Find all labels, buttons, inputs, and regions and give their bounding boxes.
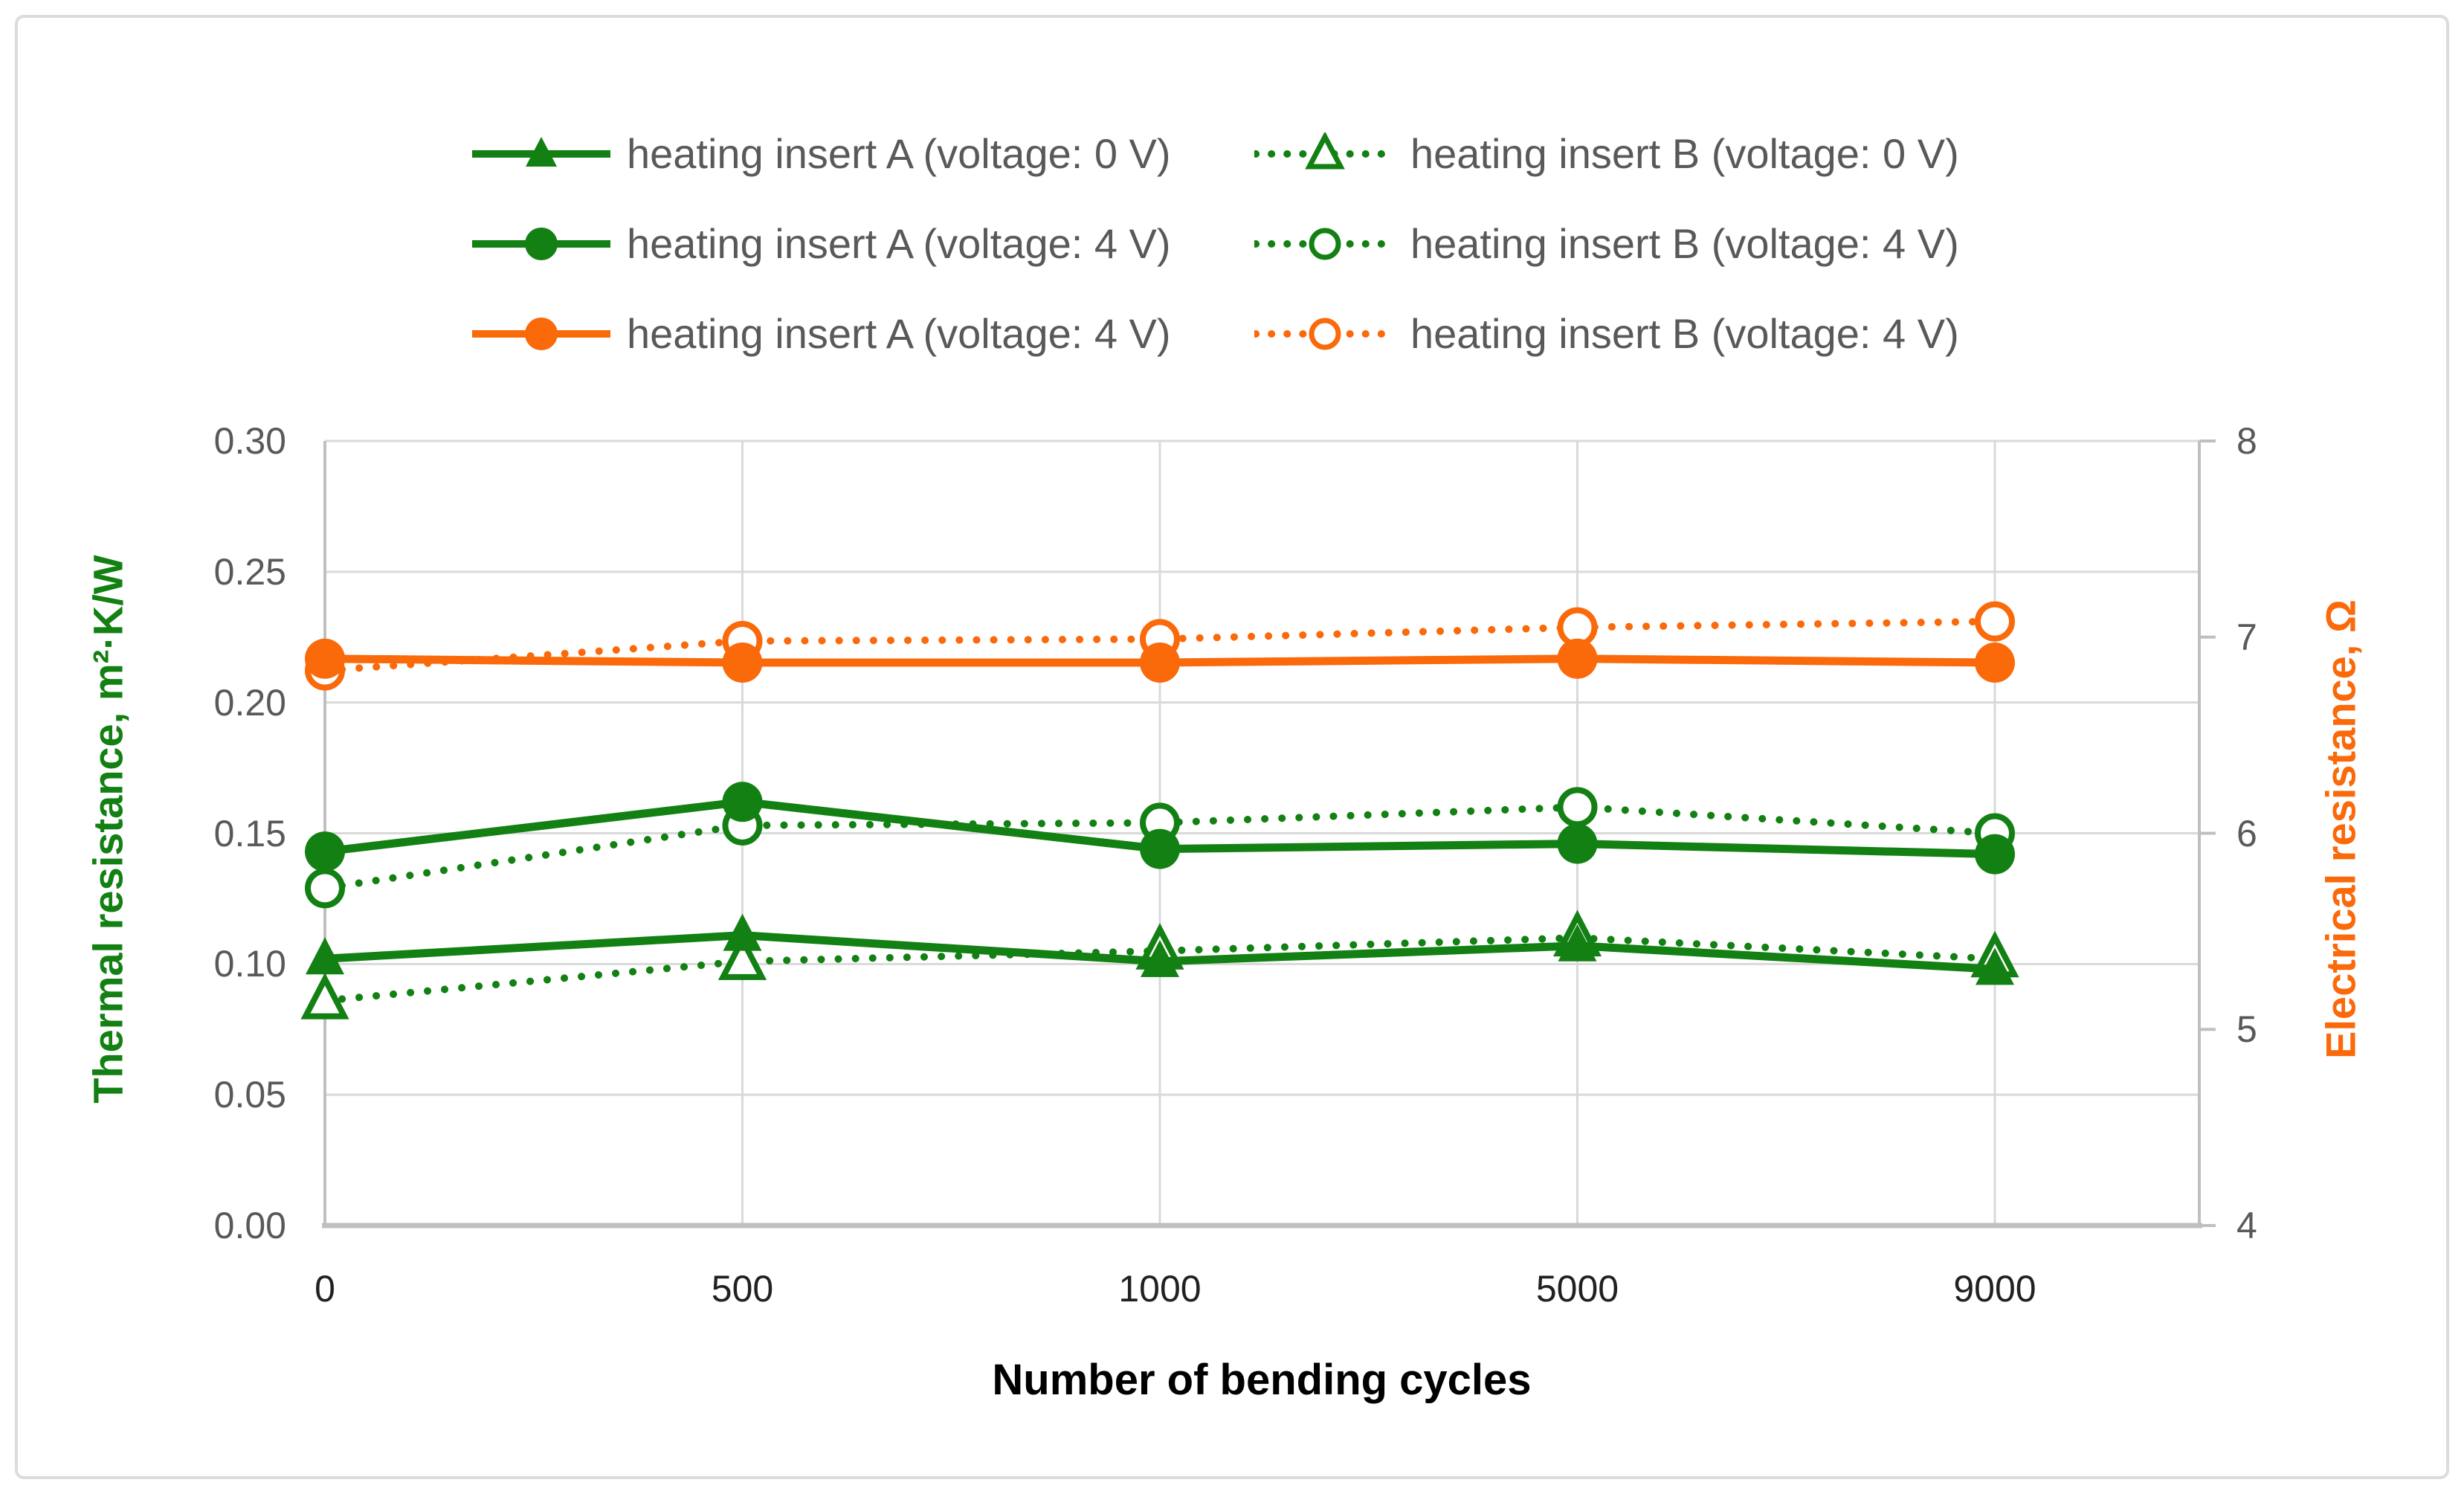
right-axis-tick-label: 4 <box>2236 1205 2257 1246</box>
data-point-circle-open <box>1975 601 2015 642</box>
x-axis-title: Number of bending cycles <box>992 1356 1532 1404</box>
right-axis-tick-label: 6 <box>2236 812 2257 854</box>
legend-triangle-filled <box>526 136 557 167</box>
right-axis-tick-label: 8 <box>2236 420 2257 462</box>
data-point-circle-open <box>305 868 345 909</box>
legend-item-0: heating insert A (voltage: 0 V) <box>471 129 1236 178</box>
legend-circle-filled <box>525 317 558 350</box>
legend-marker-solid-triangle <box>472 136 610 167</box>
left-axis-tick-label: 0.15 <box>213 812 286 854</box>
right-axis-tick-label: 7 <box>2236 616 2257 658</box>
data-point-circle-filled <box>1557 638 1598 679</box>
data-point-triangle-filled <box>306 937 344 975</box>
legend-label: heating insert B (voltage: 4 V) <box>1410 310 1959 357</box>
data-point-circle-filled <box>1140 643 1180 683</box>
left-axis-tick-label: 0.25 <box>213 550 286 593</box>
series-4 <box>305 638 2015 683</box>
data-point-circle-filled <box>1975 834 2015 875</box>
data-point-circle-filled <box>722 782 763 822</box>
data-point-triangle-filled <box>1976 947 2014 985</box>
chart-outer-border <box>15 15 2449 1479</box>
left-axis-tick-label: 0.00 <box>213 1205 286 1246</box>
data-point-circle-filled <box>722 643 763 683</box>
legend-marker-solid-circle <box>472 227 610 260</box>
data-point-circle-filled <box>1140 828 1180 869</box>
legend-label: heating insert B (voltage: 0 V) <box>1410 130 1959 177</box>
legend-marker-solid-circle <box>472 317 610 350</box>
left-axis-tick-label: 0.20 <box>213 681 286 724</box>
x-axis-category-label: 0 <box>315 1268 335 1310</box>
legend-label: heating insert A (voltage: 0 V) <box>627 130 1171 177</box>
data-point-triangle-filled <box>1558 924 1597 962</box>
data-point-triangle-open <box>300 972 349 1020</box>
right-axis-tick-label: 5 <box>2236 1008 2257 1051</box>
legend-item-5: heating insert B (voltage: 4 V) <box>1254 309 1959 358</box>
left-axis-title: Thermal resistance, m²·K/W <box>84 555 132 1104</box>
legend-circle-open <box>1309 228 1341 260</box>
legend-label: heating insert B (voltage: 4 V) <box>1410 220 1959 267</box>
data-point-circle-open <box>1557 787 1598 828</box>
series-line-dotted <box>321 934 1999 1005</box>
x-axis-category-label: 5000 <box>1535 1268 1619 1310</box>
legend-label: heating insert A (voltage: 4 V) <box>627 220 1171 267</box>
left-axis-tick-label: 0.05 <box>213 1074 286 1116</box>
left-axis-tick-label: 0.10 <box>213 943 286 985</box>
chart-legend: heating insert A (voltage: 0 V) heating i… <box>471 109 1959 379</box>
left-axis-tick-label: 0.30 <box>213 420 286 462</box>
legend-item-2: heating insert A (voltage: 4 V) <box>471 219 1236 268</box>
data-point-triangle-filled <box>723 913 762 951</box>
x-axis-category-label: 500 <box>711 1268 774 1310</box>
legend-item-4: heating insert A (voltage: 4 V) <box>471 309 1236 358</box>
data-point-triangle-open <box>717 933 767 980</box>
data-point-triangle-filled <box>1141 939 1179 977</box>
legend-marker-dotted-triangle <box>1254 132 1396 169</box>
series-0 <box>306 913 2014 985</box>
legend-label: heating insert A (voltage: 4 V) <box>627 310 1171 357</box>
legend-circle-open <box>1309 318 1341 350</box>
legend-marker-dotted-circle <box>1254 318 1396 350</box>
data-point-circle-filled <box>1557 823 1598 864</box>
x-axis-category-label: 9000 <box>1953 1268 2036 1310</box>
legend-item-1: heating insert B (voltage: 0 V) <box>1254 129 1959 178</box>
x-axis-category-label: 1000 <box>1118 1268 1202 1310</box>
legend-circle-filled <box>525 227 558 260</box>
series-2 <box>305 782 2015 875</box>
data-point-circle-filled <box>1975 643 2015 683</box>
legend-marker-dotted-circle <box>1254 228 1396 260</box>
legend-item-3: heating insert B (voltage: 4 V) <box>1254 219 1959 268</box>
data-point-circle-filled <box>305 638 345 679</box>
legend-triangle-open <box>1305 132 1345 169</box>
data-point-circle-filled <box>305 831 345 872</box>
series-line-dotted <box>321 617 1999 674</box>
